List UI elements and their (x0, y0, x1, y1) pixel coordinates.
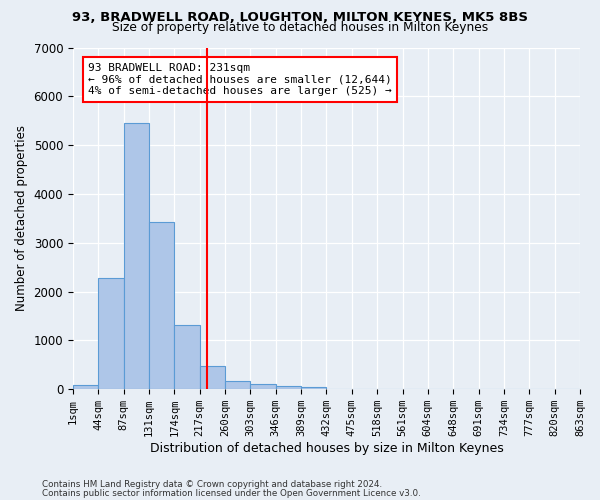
Bar (149, 222, 175, 389)
Text: 93 BRADWELL ROAD: 231sqm
← 96% of detached houses are smaller (12,644)
4% of sem: 93 BRADWELL ROAD: 231sqm ← 96% of detach… (88, 63, 392, 96)
X-axis label: Distribution of detached houses by size in Milton Keynes: Distribution of detached houses by size … (149, 442, 503, 455)
Bar (175, 326, 200, 389)
Bar (301, 388, 326, 389)
Bar (200, 366, 225, 389)
Text: Size of property relative to detached houses in Milton Keynes: Size of property relative to detached ho… (112, 22, 488, 35)
Bar (73, 386, 98, 389)
Text: Contains public sector information licensed under the Open Government Licence v3: Contains public sector information licen… (42, 488, 421, 498)
Bar (225, 382, 250, 389)
Bar (250, 384, 276, 389)
Bar (124, 122, 149, 389)
Bar (276, 386, 301, 389)
Text: Contains HM Land Registry data © Crown copyright and database right 2024.: Contains HM Land Registry data © Crown c… (42, 480, 382, 489)
Bar (98, 278, 124, 389)
Y-axis label: Number of detached properties: Number of detached properties (15, 126, 28, 312)
Text: 93, BRADWELL ROAD, LOUGHTON, MILTON KEYNES, MK5 8BS: 93, BRADWELL ROAD, LOUGHTON, MILTON KEYN… (72, 11, 528, 24)
